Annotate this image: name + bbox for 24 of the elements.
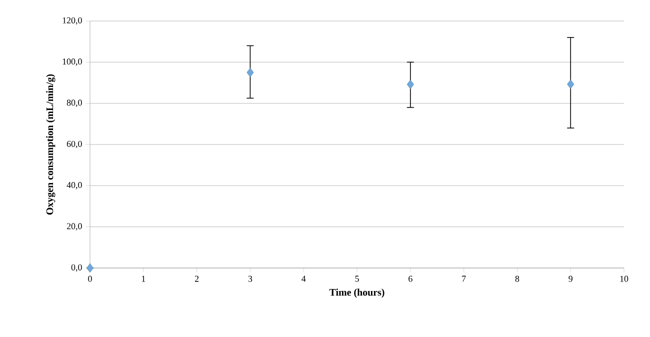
x-tick-label: 0 bbox=[88, 276, 92, 282]
x-tick-label: 6 bbox=[408, 276, 412, 282]
y-tick-label: 60,0 bbox=[66, 140, 82, 148]
x-tick-label: 4 bbox=[302, 276, 306, 282]
y-tick-label: 40,0 bbox=[66, 182, 82, 190]
x-tick-label: 2 bbox=[194, 276, 199, 282]
y-tick-label: 0,0 bbox=[71, 264, 82, 272]
point bbox=[567, 80, 574, 89]
x-tick-label: 10 bbox=[620, 276, 628, 282]
y-tick-label: 100,0 bbox=[62, 58, 82, 66]
x-tick-label: 9 bbox=[568, 276, 572, 282]
y-tick-label: 120,0 bbox=[62, 17, 82, 25]
x-tick-label: 3 bbox=[248, 276, 252, 282]
point bbox=[246, 68, 254, 78]
point bbox=[406, 80, 414, 90]
y-axis-title: Oxygen consumption (mL/min/g) bbox=[46, 74, 56, 215]
x-tick-label: 7 bbox=[462, 276, 466, 282]
y-tick-label: 80,0 bbox=[66, 100, 82, 107]
x-axis-title: Time (hours) bbox=[329, 288, 384, 298]
x-tick-label: 8 bbox=[515, 276, 520, 282]
point bbox=[86, 263, 94, 273]
x-tick-label: 1 bbox=[142, 276, 146, 282]
x-tick-label: 5 bbox=[355, 276, 359, 282]
y-tick-label: 20,0 bbox=[66, 223, 82, 230]
